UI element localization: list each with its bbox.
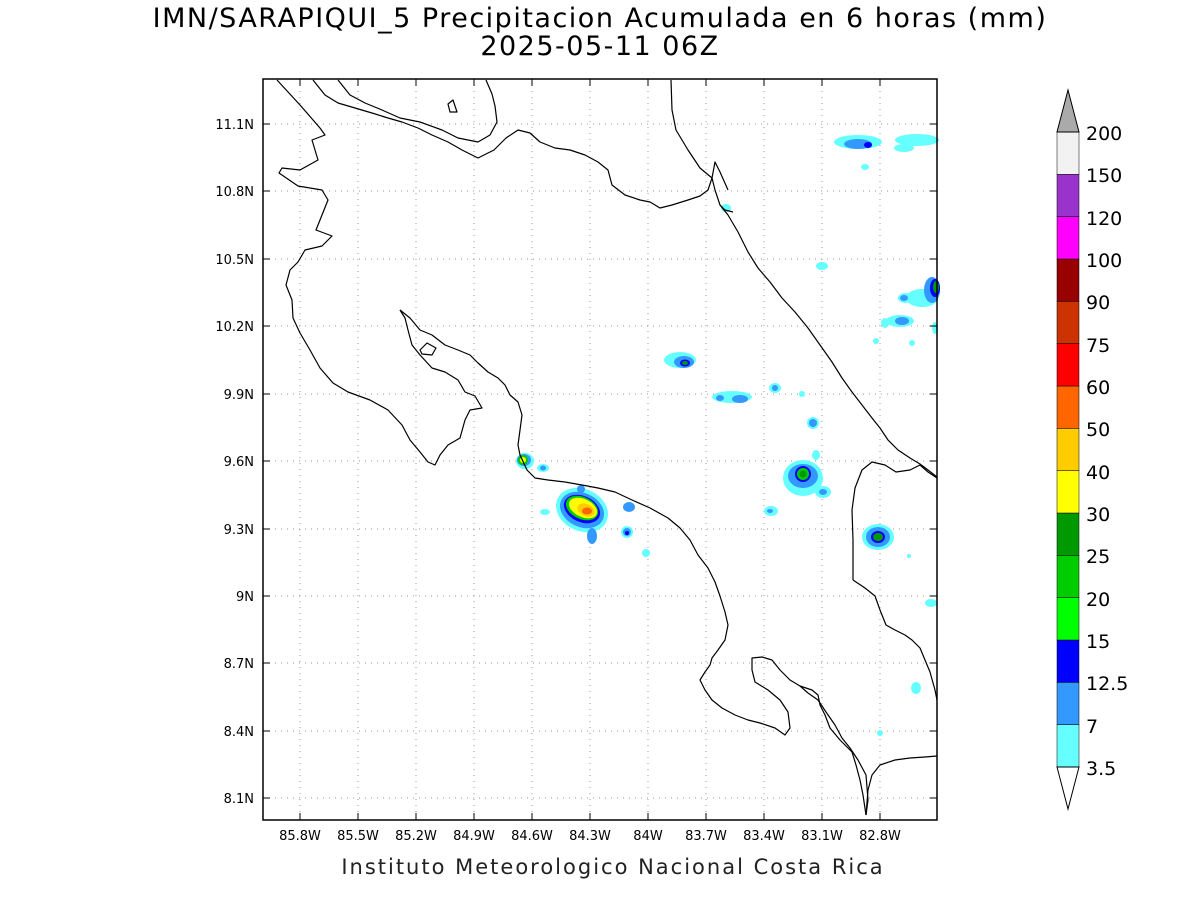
lat-tick-label: 8.1N [224, 792, 254, 807]
lon-tick-label: 84W [633, 829, 663, 844]
precipitation-field [516, 134, 940, 736]
colorbar-label: 150 [1086, 165, 1122, 187]
map-frame [262, 78, 938, 821]
nicaragua-border [312, 79, 729, 209]
osa-peninsula [799, 685, 869, 816]
lat-tick-label: 8.4N [224, 725, 254, 740]
colorbar-box [1056, 131, 1080, 175]
precip-cell-south [621, 502, 650, 557]
colorbar-top-triangle [1056, 88, 1080, 133]
lon-axis [299, 79, 881, 820]
colorbar-box [1056, 216, 1080, 260]
map-date: 2025-05-11 06Z [480, 31, 720, 62]
map-title: IMN/SARAPIQUI_5 Precipitacion Acumulada … [152, 3, 1048, 34]
lon-tick-label: 84.9W [453, 829, 495, 844]
panama-border [851, 461, 938, 580]
colorbar: 3.5 7 12.5 15 20 25 30 40 50 60 75 90 10… [1056, 88, 1128, 811]
colorbar-box [1056, 174, 1080, 217]
colorbar-box [1056, 555, 1080, 598]
colorbar-box [1056, 258, 1080, 302]
colorbar-label: 20 [1086, 589, 1110, 611]
coast-fragment [719, 204, 734, 213]
lon-tick-label: 85.5W [337, 829, 379, 844]
lon-tick-label: 83.1W [801, 829, 843, 844]
gridlines [263, 79, 937, 820]
precip-cell-central [664, 262, 828, 429]
colorbar-box [1056, 639, 1080, 683]
nicoya-inlet-coast [399, 309, 867, 816]
colorbar-label: 25 [1086, 546, 1110, 568]
colorbar-box [1056, 301, 1080, 344]
colorbar-box [1056, 385, 1080, 429]
southeast-coast [865, 755, 938, 816]
precip-cell-southeast [862, 524, 937, 736]
lat-tick-label: 11.1N [215, 118, 254, 133]
lat-tick-label: 9.6N [224, 455, 254, 470]
colorbar-labels: 3.5 7 12.5 15 20 25 30 40 50 60 75 90 10… [1086, 123, 1128, 780]
precip-cell-northeast [721, 134, 940, 346]
lat-tick-label: 9.9N [224, 388, 254, 403]
colorbar-label: 15 [1086, 631, 1110, 653]
colorbar-box [1056, 512, 1080, 556]
colorbar-label: 7 [1086, 716, 1098, 738]
nicaragua-pacific-coast [276, 79, 483, 466]
lon-tick-label: 85.8W [279, 829, 321, 844]
nicoya-island [419, 342, 437, 356]
colorbar-label: 75 [1086, 335, 1110, 357]
colorbar-box [1056, 597, 1080, 641]
colorbar-box [1056, 428, 1080, 471]
lat-tick-label: 9N [236, 590, 254, 605]
colorbar-label: 120 [1086, 208, 1122, 230]
lon-tick-label: 84.6W [511, 829, 553, 844]
lat-tick-label: 10.8N [215, 185, 254, 200]
lat-axis [263, 123, 937, 799]
lat-tick-label: 9.3N [224, 523, 254, 538]
colorbar-box [1056, 470, 1080, 514]
lon-tick-label: 83.7W [685, 829, 727, 844]
colorbar-label: 100 [1086, 250, 1122, 272]
lake-island [447, 99, 458, 113]
lon-tick-label: 82.8W [859, 829, 901, 844]
lon-tick-label: 83.4W [743, 829, 785, 844]
colorbar-label: 12.5 [1086, 673, 1128, 695]
caribbean-coast [670, 79, 938, 478]
colorbar-label: 50 [1086, 419, 1110, 441]
colorbar-box [1056, 682, 1080, 725]
colorbar-label: 40 [1086, 462, 1110, 484]
precip-cell-east [764, 450, 831, 516]
lon-tick-label: 84.3W [569, 829, 611, 844]
colorbar-label: 3.5 [1086, 758, 1116, 780]
precip-cell-main [540, 485, 609, 544]
lat-tick-label: 8.7N [224, 657, 254, 672]
lake-nicaragua-shore [337, 79, 498, 143]
colorbar-label: 90 [1086, 292, 1110, 314]
lat-tick-labels: 11.1N 10.8N 10.5N 10.2N 9.9N 9.6N 9.3N 9… [215, 118, 254, 807]
coastlines [276, 79, 938, 816]
colorbar-label: 200 [1086, 123, 1122, 145]
colorbar-box [1056, 724, 1080, 768]
lon-tick-labels: 85.8W 85.5W 85.2W 84.9W 84.6W 84.3W 84W … [279, 829, 901, 844]
colorbar-label: 30 [1086, 504, 1110, 526]
colorbar-box [1056, 343, 1080, 387]
colorbar-bottom-triangle [1056, 766, 1080, 811]
lon-tick-label: 85.2W [395, 829, 437, 844]
lat-tick-label: 10.5N [215, 253, 254, 268]
footer-credit: Instituto Meteorologico Nacional Costa R… [341, 855, 885, 879]
colorbar-label: 60 [1086, 377, 1110, 399]
panama-pacific-coast [852, 579, 938, 701]
lat-tick-label: 10.2N [215, 320, 254, 335]
